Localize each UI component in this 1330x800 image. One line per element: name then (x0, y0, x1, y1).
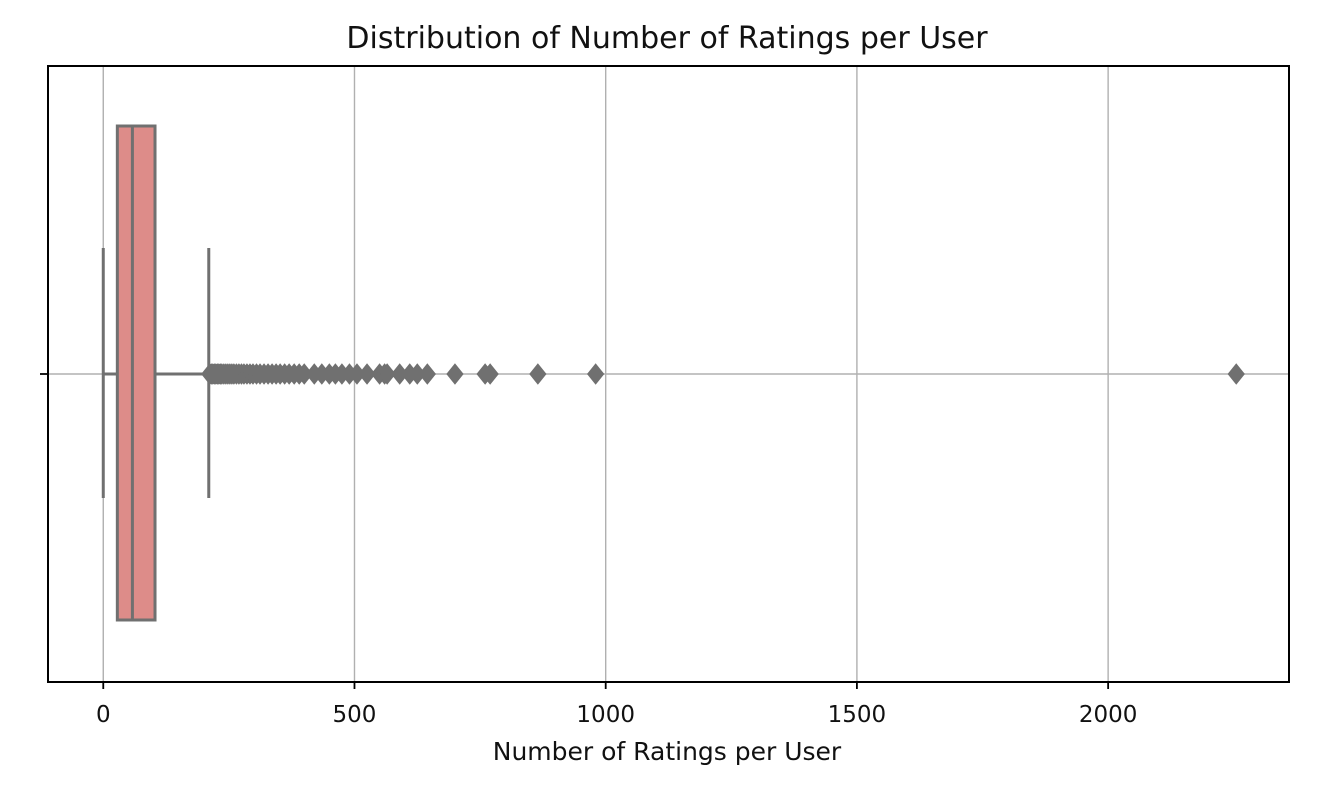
outlier-point-52 (529, 363, 547, 385)
outlier-point-44 (378, 363, 396, 385)
outlier-point-51 (481, 363, 499, 385)
x-tick-label-1000: 1000 (576, 702, 635, 728)
outlier-point-54 (1227, 363, 1245, 385)
tick-layer: 0 500 1000 1500 2000 (40, 373, 1138, 728)
outlier-point-48 (418, 363, 436, 385)
x-tick-label-1500: 1500 (828, 702, 887, 728)
x-axis-label: Number of Ratings per User (493, 737, 842, 766)
x-tick-label-0: 0 (96, 702, 111, 728)
interquartile-box (115, 124, 157, 622)
x-tick-label-500: 500 (333, 702, 377, 728)
boxplot-layer (101, 124, 211, 622)
outlier-point-49 (446, 363, 464, 385)
outlier-layer (201, 363, 1245, 385)
chart-title: Distribution of Number of Ratings per Us… (346, 21, 988, 56)
outlier-point-41 (358, 363, 376, 385)
x-tick-label-2000: 2000 (1079, 702, 1138, 728)
outlier-point-53 (587, 363, 605, 385)
